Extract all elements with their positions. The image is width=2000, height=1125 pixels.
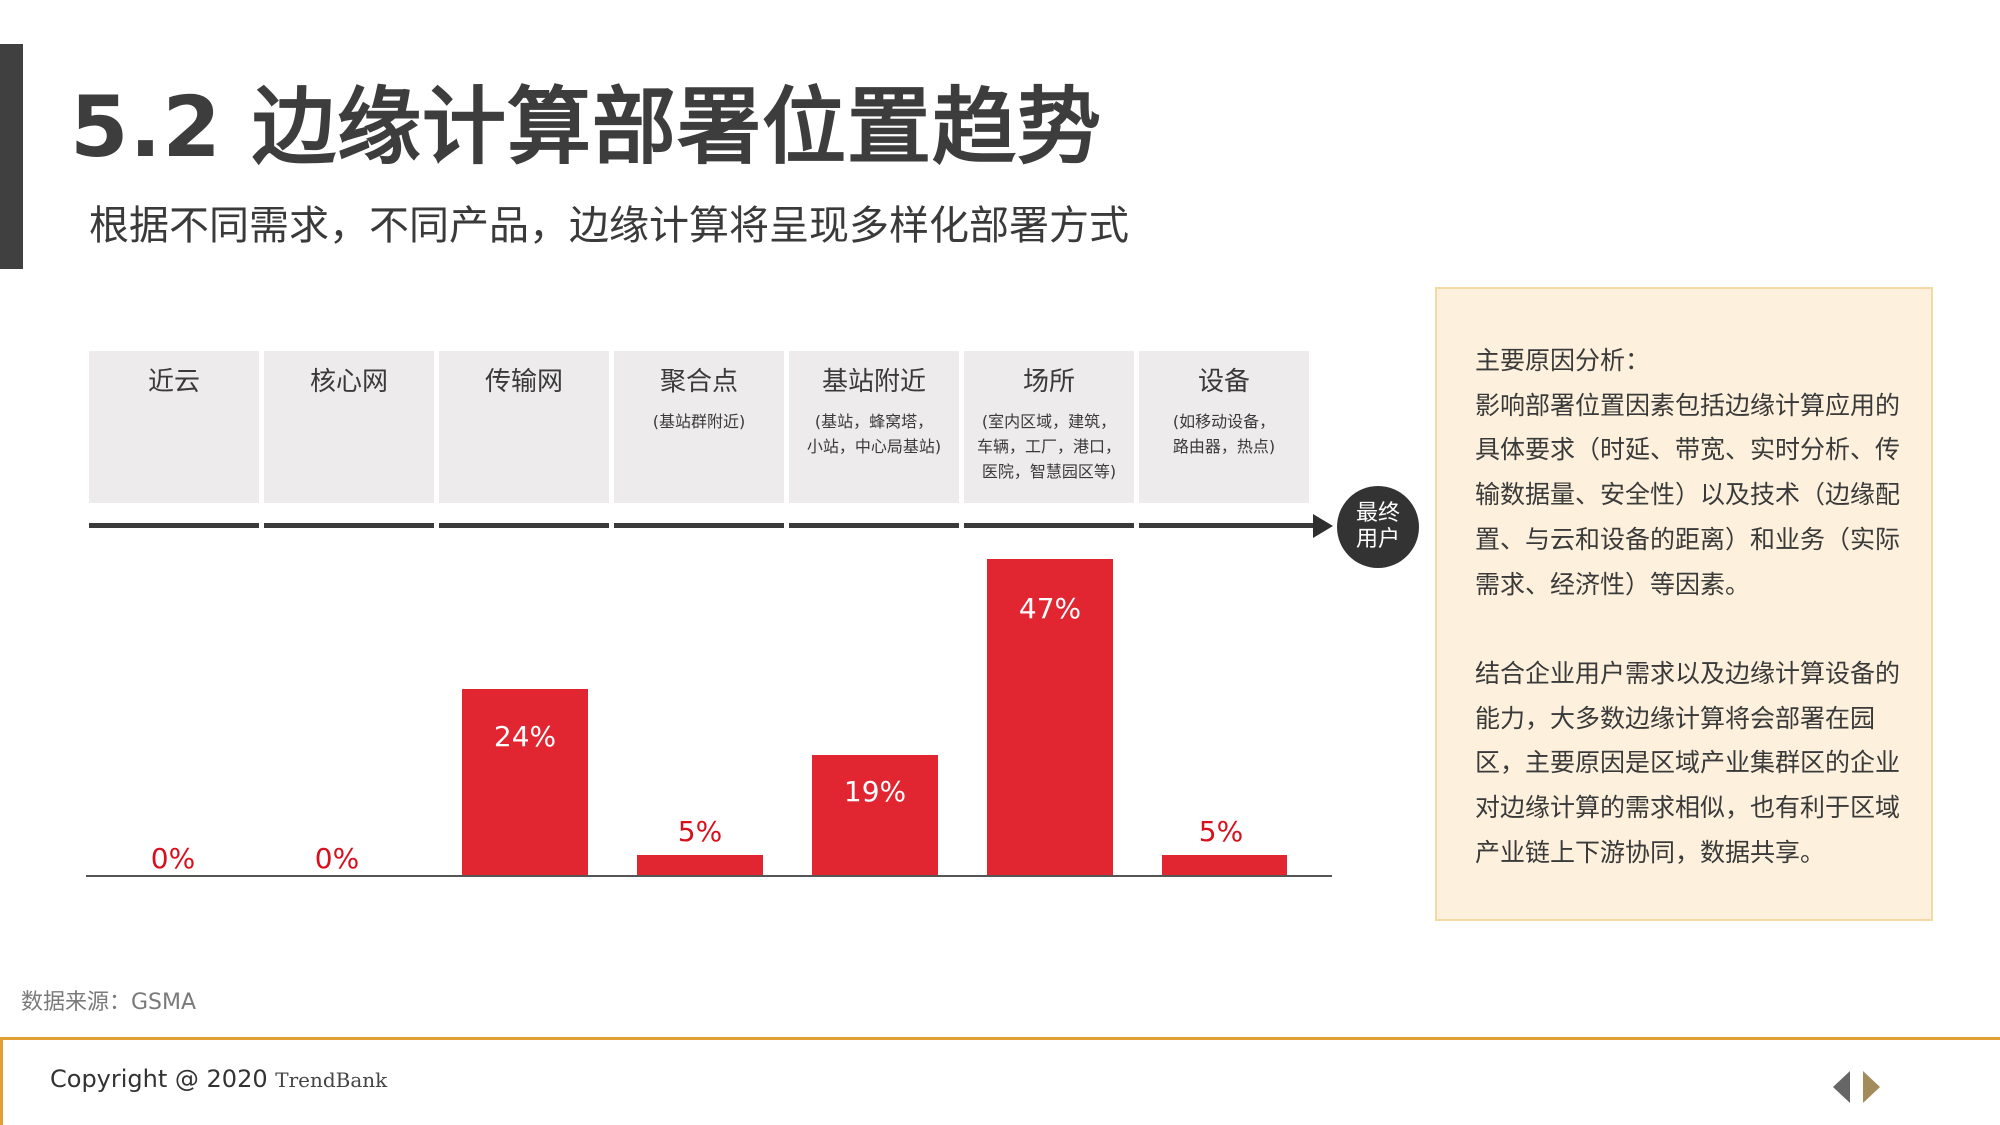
panel-heading: 主要原因分析： xyxy=(1475,346,1651,375)
flow-line-segment xyxy=(1139,523,1315,528)
flow-line-segment xyxy=(789,523,959,528)
category-box-near-cloud: 近云 xyxy=(89,351,259,503)
data-source: 数据来源：GSMA xyxy=(21,990,197,1015)
copyright: Copyright @ 2020 TrendBank xyxy=(50,1065,387,1093)
end-user-label: 最终用户 xyxy=(1355,501,1400,552)
flow-line-segment xyxy=(264,523,434,528)
copyright-text: Copyright @ 2020 xyxy=(50,1065,276,1093)
page-title: 5.2 边缘计算部署位置趋势 xyxy=(70,78,1103,176)
category-name: 设备 xyxy=(1197,367,1250,397)
category-description: (如移动设备， 路由器，热点) xyxy=(1172,412,1276,456)
bar-label-aggregation-point: 5% xyxy=(677,815,723,848)
bar-label-device: 5% xyxy=(1198,815,1244,848)
category-box-aggregation-point: 聚合点 (基站群附近) xyxy=(614,351,784,503)
arrow-right-icon xyxy=(1313,514,1333,538)
flow-line-segment xyxy=(89,523,259,528)
next-slide-icon[interactable] xyxy=(1863,1071,1880,1103)
category-box-device: 设备 (如移动设备， 路由器，热点) xyxy=(1139,351,1309,503)
end-user-circle: 最终用户 xyxy=(1337,486,1419,568)
category-box-premises: 场所 (室内区域，建筑， 车辆，工厂，港口， 医院，智慧园区等) xyxy=(964,351,1134,503)
flow-line-segment xyxy=(964,523,1134,528)
category-box-transport-network: 传输网 xyxy=(439,351,609,503)
category-name: 传输网 xyxy=(484,367,563,397)
panel-paragraph-factors: 影响部署位置因素包括边缘计算应用的具体要求（时延、带宽、实时分析、传输数据量、安… xyxy=(1475,390,1901,599)
bar-label-near-base-station: 19% xyxy=(843,775,907,808)
category-box-core-network: 核心网 xyxy=(264,351,434,503)
brand-name: TrendBank xyxy=(275,1068,388,1092)
panel-paragraph-conclusion: 结合企业用户需求以及边缘计算设备的能力，大多数边缘计算将会部署在园区，主要原因是… xyxy=(1475,658,1901,867)
category-name: 场所 xyxy=(1022,367,1075,397)
bar-aggregation-point xyxy=(637,855,763,876)
bar-transport-network xyxy=(462,689,588,876)
bar-label-premises: 47% xyxy=(1018,592,1082,625)
footer-divider xyxy=(0,1037,2000,1040)
category-name: 聚合点 xyxy=(659,367,738,397)
footer-left-border xyxy=(0,1037,3,1125)
analysis-panel: 主要原因分析： 影响部署位置因素包括边缘计算应用的具体要求（时延、带宽、实时分析… xyxy=(1435,287,1933,921)
flow-line-segment xyxy=(439,523,609,528)
bar-label-core-network: 0% xyxy=(314,842,360,875)
category-box-near-base-station: 基站附近 (基站，蜂窝塔， 小站，中心局基站) xyxy=(789,351,959,503)
category-name: 核心网 xyxy=(309,367,388,397)
bar-label-transport-network: 24% xyxy=(493,720,557,753)
bar-label-near-cloud: 0% xyxy=(150,842,196,875)
flow-line-segment xyxy=(614,523,784,528)
previous-slide-icon[interactable] xyxy=(1833,1071,1850,1103)
bar-device xyxy=(1162,855,1287,876)
bar-near-base-station xyxy=(812,755,938,876)
category-description: (室内区域，建筑， 车辆，工厂，港口， 医院，智慧园区等) xyxy=(976,412,1121,481)
page-subtitle: 根据不同需求，不同产品，边缘计算将呈现多样化部署方式 xyxy=(89,203,1129,249)
title-accent-bar xyxy=(0,44,23,269)
category-name: 基站附近 xyxy=(821,367,926,397)
category-description: (基站，蜂窝塔， 小站，中心局基站) xyxy=(806,412,942,456)
category-description: (基站群附近) xyxy=(652,412,746,431)
category-name: 近云 xyxy=(147,367,200,397)
chart-baseline xyxy=(86,875,1332,877)
bar-premises xyxy=(987,559,1113,876)
